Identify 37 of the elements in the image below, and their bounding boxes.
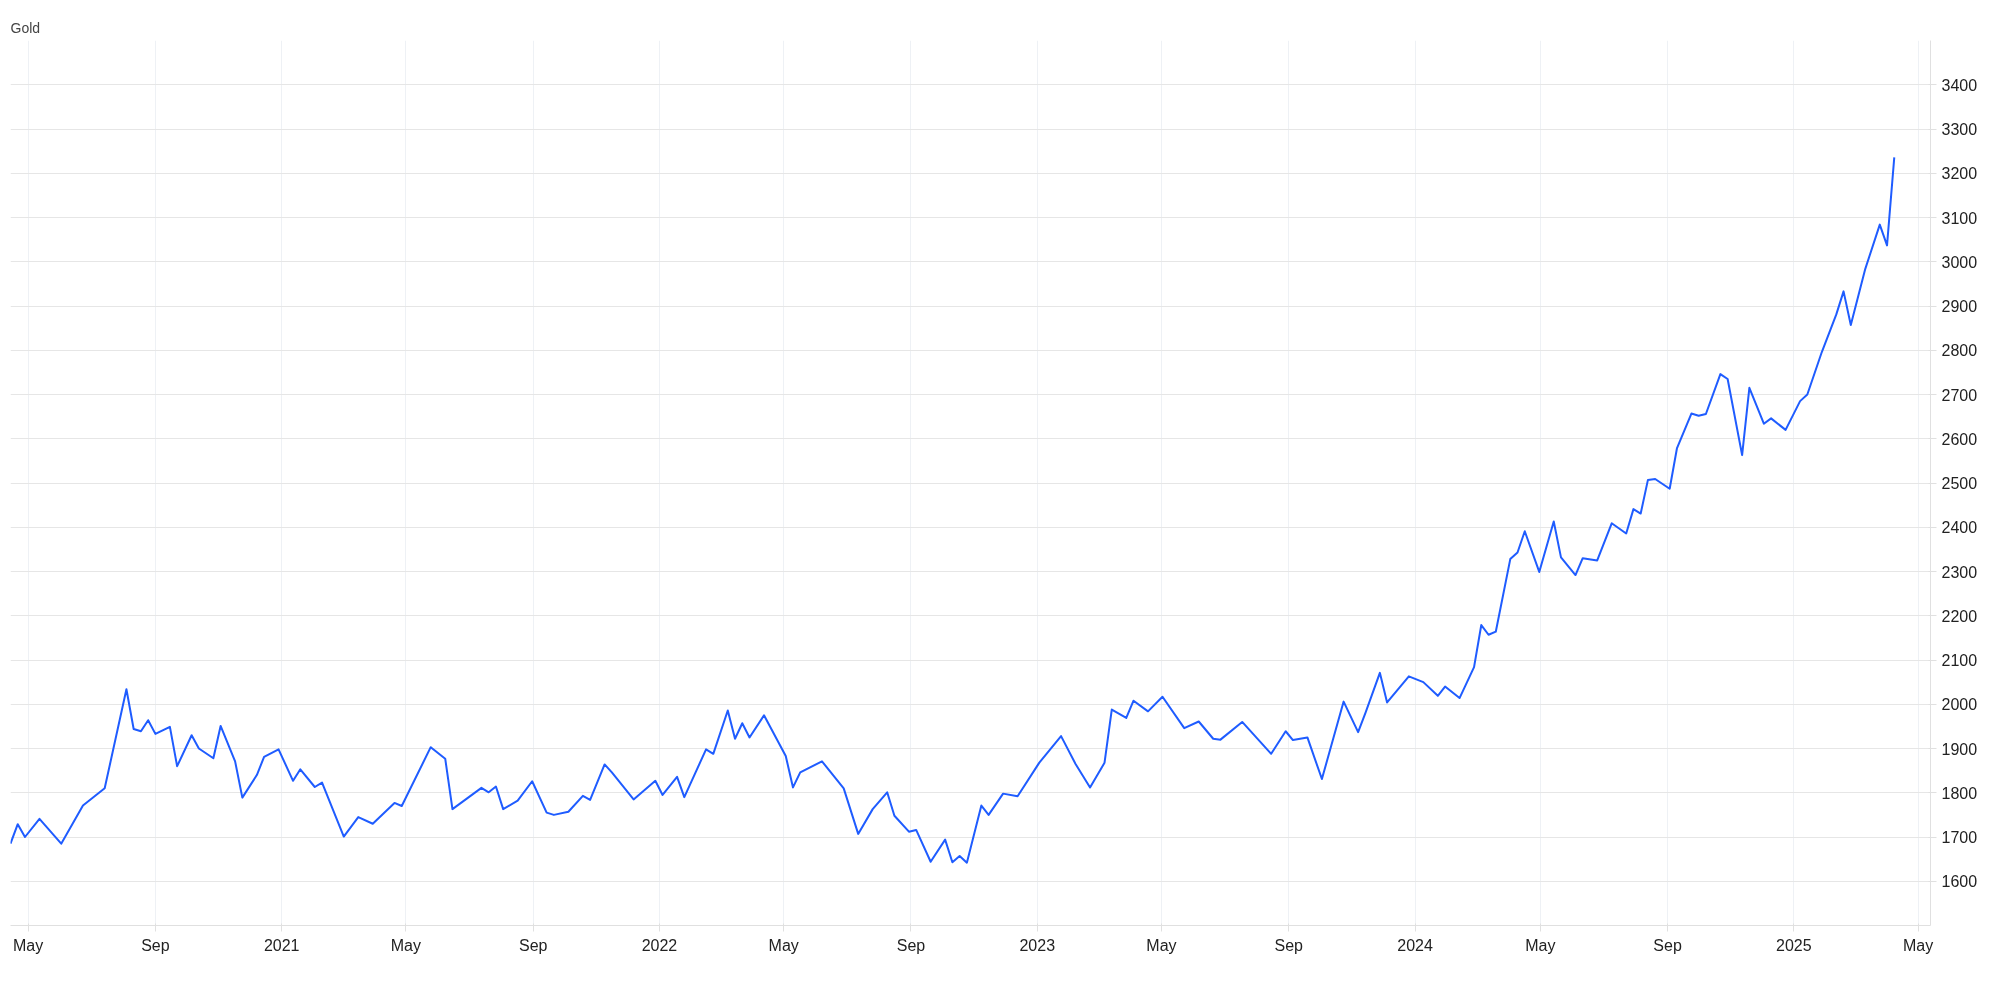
y-tick-label: 1700 — [1941, 829, 1978, 846]
y-tick-label: 2200 — [1941, 607, 1978, 625]
x-tick-label: Sep — [518, 936, 548, 954]
y-tick-label: 3200 — [1941, 165, 1978, 183]
x-tick-label: 2024 — [1397, 936, 1433, 954]
y-tick-label: 3300 — [1941, 121, 1978, 138]
y-tick-label: 2300 — [1941, 563, 1978, 581]
y-tick-label: 2900 — [1941, 298, 1978, 315]
x-tick-label: 2022 — [641, 936, 678, 954]
x-tick-label: May — [12, 936, 44, 954]
x-tick-label: Sep — [1653, 936, 1682, 954]
x-tick-label: 2021 — [263, 936, 300, 954]
y-tick-label: 2100 — [1941, 652, 1978, 669]
y-tick-label: 2800 — [1941, 342, 1978, 360]
y-tick-label: 2500 — [1941, 475, 1978, 492]
x-tick-label: May — [1146, 936, 1177, 954]
y-tick-label: 1900 — [1941, 740, 1978, 758]
x-tick-label: May — [768, 936, 799, 954]
y-tick-label: 2700 — [1941, 386, 1978, 404]
x-tick-label: 2025 — [1776, 936, 1812, 954]
x-tick-label: Sep — [896, 936, 926, 954]
y-tick-label: 2000 — [1941, 696, 1978, 714]
x-tick-label: Sep — [141, 936, 170, 954]
line-series — [10, 156, 1896, 864]
y-tick-label: 3400 — [1941, 76, 1978, 94]
x-tick-label: May — [1902, 936, 1934, 954]
x-tick-label: 2023 — [1019, 936, 1056, 954]
x-tick-label: Sep — [1274, 936, 1304, 954]
y-tick-label: 1800 — [1941, 784, 1978, 802]
y-tick-label: 3000 — [1941, 253, 1978, 271]
x-tick-label: May — [1525, 936, 1556, 954]
y-tick-label: 3100 — [1941, 209, 1978, 227]
y-tick-label: 2600 — [1941, 430, 1978, 448]
chart-title: Gold — [10, 19, 41, 36]
x-tick-label: May — [390, 936, 422, 954]
y-tick-label: 2400 — [1941, 519, 1978, 537]
y-tick-label: 1600 — [1941, 873, 1978, 891]
